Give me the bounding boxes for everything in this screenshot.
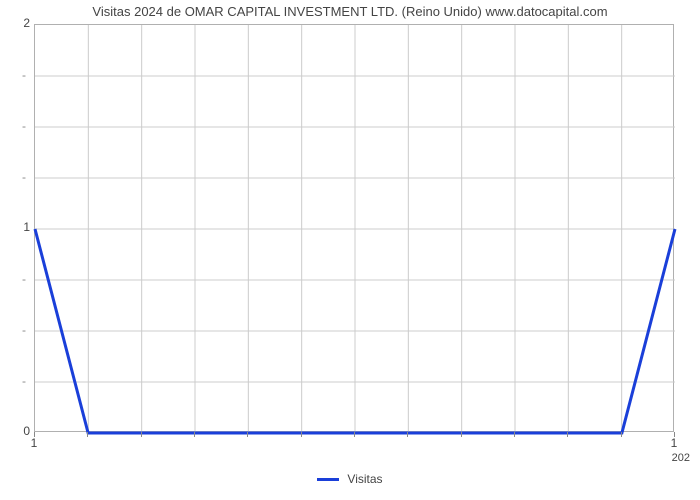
x-tick-label-right: 1	[654, 436, 694, 450]
legend-label: Visitas	[347, 472, 382, 486]
x-under-label-right: 202	[650, 452, 690, 464]
x-tick-mark	[87, 432, 88, 437]
y-tick-label: 2	[6, 16, 30, 30]
y-minor-tick-label: -	[14, 272, 26, 286]
x-tick-mark	[567, 432, 568, 437]
y-minor-tick-label: -	[14, 119, 26, 133]
x-tick-mark	[141, 432, 142, 437]
chart-title: Visitas 2024 de OMAR CAPITAL INVESTMENT …	[0, 4, 700, 19]
legend-swatch	[317, 478, 339, 481]
y-minor-tick-label: -	[14, 170, 26, 184]
x-tick-mark	[354, 432, 355, 437]
y-minor-tick-label: -	[14, 374, 26, 388]
y-minor-tick-label: -	[14, 68, 26, 82]
x-tick-mark	[674, 432, 675, 437]
chart-container: Visitas 2024 de OMAR CAPITAL INVESTMENT …	[0, 0, 700, 500]
x-tick-mark	[194, 432, 195, 437]
y-tick-label: 1	[6, 220, 30, 234]
x-tick-mark	[621, 432, 622, 437]
x-tick-mark	[514, 432, 515, 437]
x-tick-mark	[461, 432, 462, 437]
x-tick-mark	[34, 432, 35, 437]
x-tick-mark	[407, 432, 408, 437]
legend: Visitas	[0, 472, 700, 486]
x-tick-mark	[301, 432, 302, 437]
series-line	[35, 25, 675, 433]
plot-area	[34, 24, 674, 432]
y-minor-tick-label: -	[14, 323, 26, 337]
x-tick-mark	[247, 432, 248, 437]
x-tick-label-left: 1	[14, 436, 54, 450]
